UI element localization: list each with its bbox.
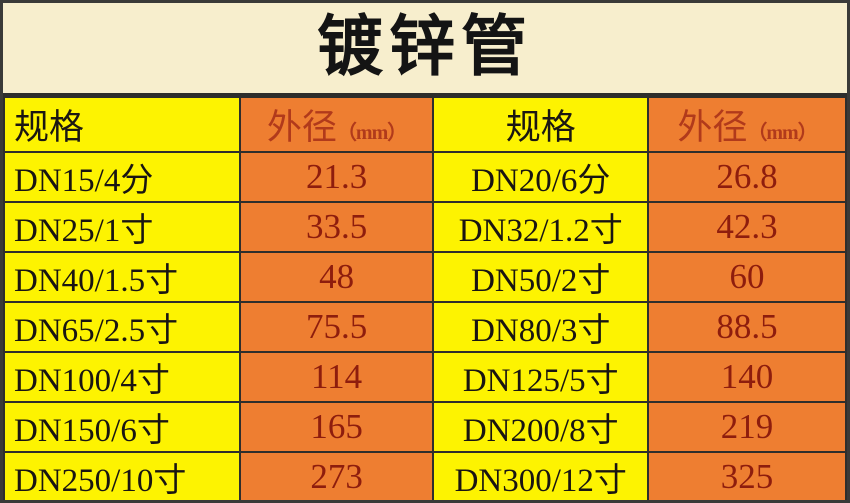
spec-cell: DN40/1.5寸	[3, 251, 241, 303]
spec-cell: DN20/6分	[432, 151, 650, 203]
spec-cell: DN80/3寸	[432, 301, 650, 353]
spec-header-label: 规格	[505, 108, 576, 147]
od-cell: 33.5	[238, 201, 435, 253]
table-row: DN100/4寸 114 DN125/5寸 140	[3, 351, 847, 403]
table-header-row: 规格 外径（mm） 规格 外径（mm）	[3, 96, 847, 153]
spec-cell: DN300/12寸	[432, 451, 650, 500]
spec-cell: DN125/5寸	[432, 351, 650, 403]
od-cell: 48	[238, 251, 435, 303]
spec-header-label: 规格	[14, 108, 85, 147]
table-row: DN15/4分 21.3 DN20/6分 26.8	[3, 151, 847, 203]
od-cell: 88.5	[647, 301, 847, 353]
od-header-label: 外径	[266, 108, 337, 147]
pipe-spec-table: 规格 外径（mm） 规格 外径（mm） DN15/4分 21.3 DN20/6分…	[3, 96, 847, 500]
od-header-label: 外径	[677, 108, 748, 147]
od-cell: 325	[647, 451, 847, 500]
od-header-unit: （mm）	[336, 122, 407, 144]
page-title: 镀锌管	[317, 11, 533, 84]
od-cell: 42.3	[647, 201, 847, 253]
spec-cell: DN65/2.5寸	[3, 301, 241, 353]
title-band: 镀锌管	[3, 3, 847, 96]
spec-cell: DN15/4分	[3, 151, 241, 203]
spec-cell: DN50/2寸	[432, 251, 650, 303]
spec-cell: DN200/8寸	[432, 401, 650, 453]
table-row: DN150/6寸 165 DN200/8寸 219	[3, 401, 847, 453]
od-cell: 60	[647, 251, 847, 303]
table-row: DN65/2.5寸 75.5 DN80/3寸 88.5	[3, 301, 847, 353]
od-cell: 75.5	[238, 301, 435, 353]
spec-cell: DN250/10寸	[3, 451, 241, 500]
od-cell: 21.3	[238, 151, 435, 203]
table-row: DN40/1.5寸 48 DN50/2寸 60	[3, 251, 847, 303]
od-header-left: 外径（mm）	[238, 96, 435, 153]
spec-header-right: 规格	[432, 96, 650, 153]
od-cell: 140	[647, 351, 847, 403]
od-cell: 219	[647, 401, 847, 453]
od-cell: 165	[238, 401, 435, 453]
od-cell: 114	[238, 351, 435, 403]
spec-cell: DN150/6寸	[3, 401, 241, 453]
spec-cell: DN25/1寸	[3, 201, 241, 253]
spec-header-left: 规格	[3, 96, 241, 153]
od-header-right: 外径（mm）	[647, 96, 847, 153]
od-header-unit: （mm）	[747, 122, 817, 144]
od-cell: 273	[238, 451, 435, 500]
table-row: DN250/10寸 273 DN300/12寸 325	[3, 451, 847, 500]
od-cell: 26.8	[647, 151, 847, 203]
table-row: DN25/1寸 33.5 DN32/1.2寸 42.3	[3, 201, 847, 253]
spec-cell: DN100/4寸	[3, 351, 241, 403]
spec-cell: DN32/1.2寸	[432, 201, 650, 253]
